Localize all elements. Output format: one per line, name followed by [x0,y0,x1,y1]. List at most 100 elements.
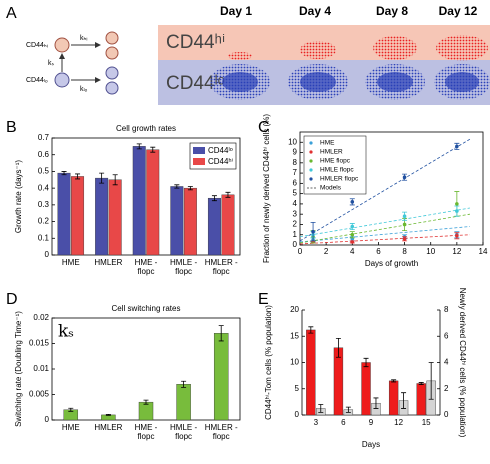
panel-letter: D [6,291,18,308]
y-tick-label: 0.3 [38,200,50,209]
model-line [299,226,470,243]
y-tick-label: 6 [293,178,298,187]
x-tick-label: 4 [350,247,355,256]
model-line [299,234,470,245]
model-line [299,213,470,244]
bar [361,362,371,416]
legend-label: HMLER [320,149,343,156]
error-bar [401,392,407,409]
legend-marker [309,159,313,163]
y-tick-label: 0.4 [38,183,50,192]
x-tick-label: 12 [394,418,404,427]
cell [105,31,119,45]
data-point [455,202,459,206]
error-bar [136,143,142,150]
legend-box [303,135,367,195]
x-tick-label: HMLER -flopc [204,258,238,276]
cell [54,37,70,53]
population-label: CD44ˡᵒ [166,73,225,94]
y2-axis-label: Newly derived CD44ʰⁱ cells (% population… [458,288,467,438]
bar [146,149,160,256]
cell-label: CD44ₕᵢ [26,42,48,49]
x-tick-label: 6 [341,418,346,427]
y-tick-label: 10 [288,137,297,146]
bar [132,146,146,256]
data-point [402,237,407,241]
data-point [455,144,459,149]
legend-marker [309,141,313,145]
y-tick-label: 0 [293,240,298,249]
x-tick-label: HMLER [94,258,123,267]
error-bar [335,337,341,358]
day-label: Day 8 [376,4,408,18]
data-point [350,200,355,204]
error-bar [373,397,379,409]
model-line [299,207,470,238]
legend-marker [309,177,313,181]
x-tick-label: HME -flopc [134,423,158,441]
day-label: Day 12 [439,4,478,18]
error-bar [391,379,397,383]
x-tick-label: HME -flopc [134,258,158,276]
legend-label: HMLE flopc [320,167,354,174]
data-point [402,214,407,219]
legend-swatch [193,147,205,154]
error-bar [150,146,156,153]
legend-label: HME [320,140,335,147]
y-tick-label: 15 [290,331,299,340]
legend-label: HMLER flopc [320,176,359,183]
x-tick-label: HME [61,258,80,267]
y-tick-label: 0.2 [38,217,50,226]
y2-tick-label: 6 [444,331,449,340]
y-axis-label: Switching rate (Doubling Time⁻¹) [14,311,23,427]
y-tick-label: 9 [293,148,298,157]
rate-label: kₕᵢ [80,35,87,42]
y-tick-label: 0.015 [29,339,50,348]
cell [105,46,119,60]
legend-marker [309,150,313,154]
x-tick-label: 9 [368,418,374,427]
panel-letter: C [258,119,270,136]
error-bar [363,357,369,368]
x-tick-label: 8 [402,247,407,256]
legend-marker [309,168,313,172]
x-axis-label: Days [362,440,380,449]
error-bar [218,325,224,342]
error-bar [99,172,105,184]
data-point [402,222,407,227]
error-bar [345,406,351,413]
y-tick-label: 20 [290,305,299,314]
x-tick-label: HME [61,423,80,432]
cell-label: CD44ₗₒ [26,77,48,84]
error-bar [174,184,180,189]
day-label: Day 4 [299,4,331,18]
error-bar [211,195,217,202]
y2-tick-label: 2 [444,384,449,393]
error-bar [105,413,111,416]
chart-title: Cell growth rates [116,124,176,133]
x-tick-label: HMLER [94,423,123,432]
error-bar [61,171,67,176]
x-tick-label: HMLE -flopc [170,258,198,276]
y2-tick-label: 0 [444,410,449,419]
population-label: CD44ʰⁱ [166,32,225,53]
schematic: CD44ₕᵢ CD44ₗₒ kₕᵢ kₛ kₗₒ CD44ʰⁱ CD44ˡᵒ D… [26,4,490,105]
error-bar [143,399,149,405]
cell [105,66,119,80]
bar [95,177,109,256]
rate-label: kₗₒ [80,86,88,93]
y-axis-label: Fraction of newly derived CD44ʰⁱ cells (… [262,114,271,263]
y-tick-label: 2 [293,220,298,229]
y-tick-label: 10 [290,358,299,367]
y-tick-label: 0.1 [38,233,50,242]
x-tick-label: HMLER -flopc [204,423,238,441]
y-tick-label: 0.5 [38,167,50,176]
bar [138,401,154,421]
error-bar [418,382,424,385]
panel-letter: A [6,5,17,22]
bar [108,179,122,256]
bar [207,197,221,256]
data-point [455,233,459,238]
